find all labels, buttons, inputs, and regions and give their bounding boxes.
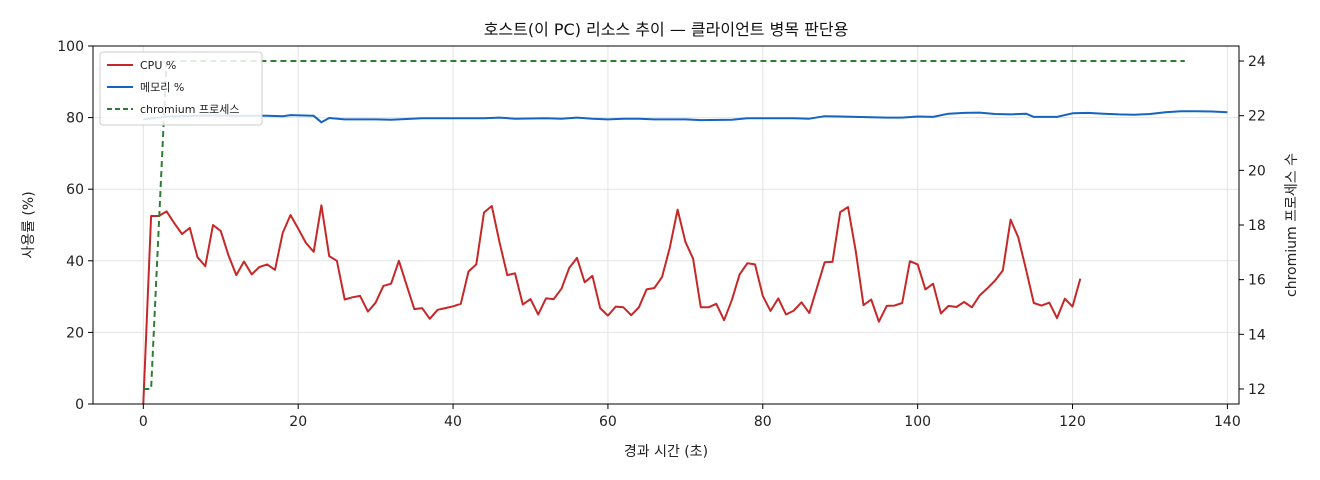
x-tick-label: 40 [444,414,462,430]
y2-tick-label: 22 [1248,109,1266,125]
x-tick-label: 100 [904,414,931,430]
grid-layer [93,45,1239,405]
axes-layer: 0 20 40 60 80 100 120 140 0 20 40 60 80 100 12 14 16 18 20… [57,39,1266,430]
y-tick-label: 80 [66,111,84,127]
y2-tick-label: 14 [1248,327,1266,343]
x-tick-label: 0 [139,414,148,430]
plot-frame [92,45,1240,405]
series-line-1 [143,110,1228,124]
y2-tick-label: 16 [1248,273,1266,289]
chart-title: 호스트(이 PC) 리소스 추이 — 클라이언트 병목 판단용 [484,20,849,39]
x-axis-label: 경과 시간 (초) [624,444,708,460]
y2-tick-label: 24 [1248,54,1266,70]
legend-label-0: CPU % [140,59,176,72]
legend: CPU % 메모리 % chromium 프로세스 [99,51,263,126]
series-line-0 [142,204,1082,405]
y-tick-label: 100 [57,39,84,55]
y2-axis-label: chromium 프로세스 수 [1284,153,1300,297]
y-axis-label: 사용률 (%) [21,191,37,258]
x-tick-label: 60 [599,414,617,430]
x-tick-label: 20 [289,414,307,430]
y2-tick-label: 18 [1248,218,1266,234]
y-tick-label: 20 [66,325,84,341]
legend-label-1: 메모리 % [140,81,184,94]
x-tick-label: 80 [754,414,772,430]
legend-label-2: chromium 프로세스 [140,103,239,116]
x-tick-label: 120 [1059,414,1086,430]
y-tick-label: 60 [66,182,84,198]
y2-tick-label: 12 [1248,382,1266,398]
series-line-2 [143,60,1185,390]
y2-tick-label: 20 [1248,163,1266,179]
y-tick-label: 40 [66,254,84,270]
legend-box [99,51,263,126]
x-tick-label: 140 [1214,414,1241,430]
series-layer [142,60,1228,405]
y-tick-label: 0 [75,397,84,413]
